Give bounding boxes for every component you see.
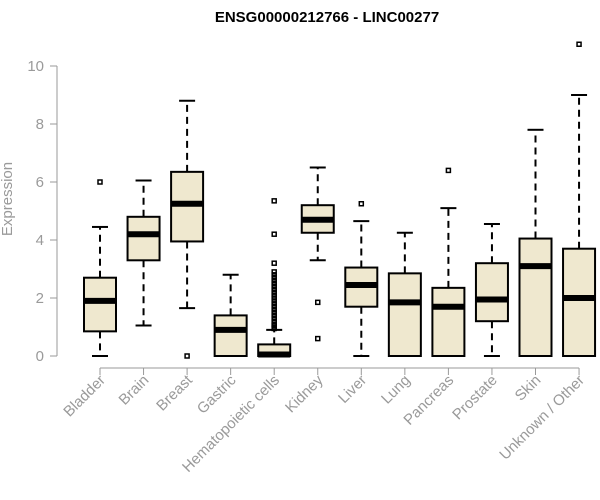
x-tick-label: Brain xyxy=(116,372,153,409)
outlier-point xyxy=(271,303,277,310)
outlier-point xyxy=(271,306,277,313)
outlier-point xyxy=(445,167,452,174)
outlier-point xyxy=(97,179,103,185)
box-3 xyxy=(213,273,248,357)
outlier-point xyxy=(358,201,365,207)
x-tick-label: Bladder xyxy=(60,372,109,421)
iqr-box xyxy=(213,314,248,357)
iqr-box xyxy=(431,286,466,358)
outlier-point xyxy=(271,198,277,204)
box-2 xyxy=(170,99,205,359)
iqr-box xyxy=(518,237,553,357)
outlier-point xyxy=(271,280,277,287)
box-4 xyxy=(257,198,292,358)
outlier-point xyxy=(576,41,582,47)
outlier-point xyxy=(271,260,277,266)
x-tick-label: Lung xyxy=(378,372,414,408)
outlier-point xyxy=(271,292,277,298)
outlier-point xyxy=(271,295,277,301)
box-10 xyxy=(518,128,553,357)
box-9 xyxy=(474,223,509,357)
outlier-point xyxy=(184,353,190,359)
outlier-point xyxy=(271,315,277,322)
y-tick-label: 2 xyxy=(36,290,44,307)
x-tick-label: Kidney xyxy=(282,371,327,416)
outlier-point xyxy=(271,298,277,304)
iqr-box xyxy=(387,272,422,358)
outlier-point xyxy=(271,269,277,275)
iqr-box xyxy=(474,262,509,323)
outlier-point xyxy=(271,309,277,316)
outlier-point xyxy=(271,318,277,324)
outlier-point xyxy=(271,289,277,295)
outlier-point xyxy=(271,231,277,237)
outlier-point xyxy=(271,277,277,284)
outlier-point xyxy=(271,283,277,290)
iqr-box xyxy=(83,276,117,333)
x-tick-label: Skin xyxy=(512,372,545,405)
outlier-point xyxy=(271,286,277,293)
outlier-point xyxy=(315,299,321,306)
x-tick-label: Liver xyxy=(335,372,370,407)
chart-title: ENSG00000212766 - LINC00277 xyxy=(215,9,439,26)
box-5 xyxy=(300,166,335,342)
y-axis-label: Expression xyxy=(0,162,16,236)
box-1 xyxy=(126,179,161,327)
box-7 xyxy=(387,231,422,358)
outlier-point xyxy=(271,301,277,307)
y-tick-label: 6 xyxy=(36,174,44,191)
y-tick-label: 0 xyxy=(36,348,44,365)
outlier-point xyxy=(271,274,277,281)
y-tick-label: 10 xyxy=(27,58,44,75)
box-0 xyxy=(83,179,117,357)
outlier-point xyxy=(271,312,277,319)
outlier-point xyxy=(315,335,321,342)
x-tick-label: Breast xyxy=(153,371,196,414)
iqr-box xyxy=(126,215,161,262)
box-11 xyxy=(562,41,597,357)
outlier-point xyxy=(271,321,277,327)
box-series xyxy=(83,41,597,359)
y-tick-label: 4 xyxy=(36,232,44,249)
x-tick-label: Prostate xyxy=(449,372,501,424)
iqr-box xyxy=(562,247,597,357)
box-8 xyxy=(431,167,466,358)
y-tick-label: 8 xyxy=(36,116,44,133)
y-axis: 0 2 4 6 8 10 xyxy=(27,58,58,365)
outlier-point xyxy=(271,272,277,278)
box-6 xyxy=(344,201,379,357)
